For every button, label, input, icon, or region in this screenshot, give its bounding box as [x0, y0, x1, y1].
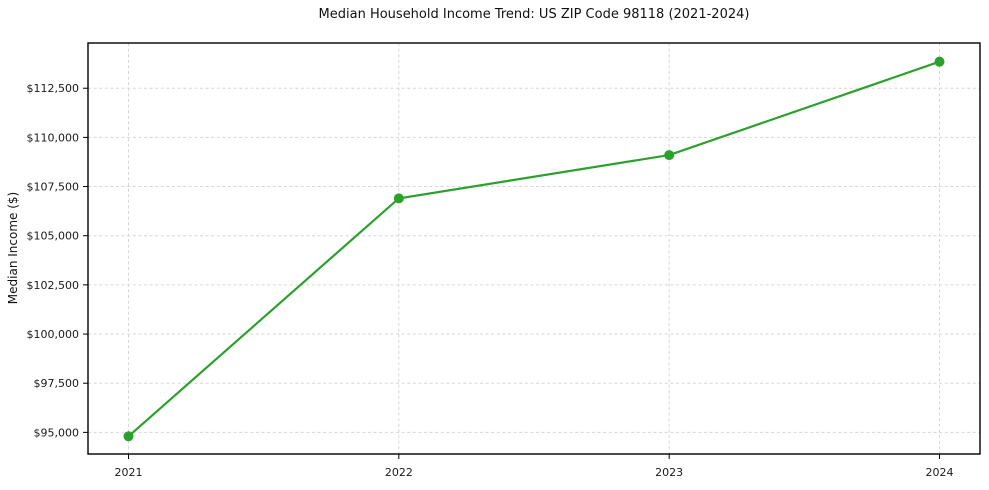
y-tick-label: $97,500 — [34, 377, 80, 390]
plot-border — [87, 42, 981, 455]
x-tick-label: 2024 — [926, 466, 954, 479]
data-point — [123, 431, 134, 442]
y-tick-label: $95,000 — [34, 426, 80, 439]
x-tick-label: 2022 — [385, 466, 413, 479]
y-tick-label: $100,000 — [27, 328, 80, 341]
data-point — [393, 193, 404, 204]
chart-title: Median Household Income Trend: US ZIP Co… — [318, 7, 750, 22]
y-axis-label: Median Income ($) — [6, 191, 20, 305]
y-tick-label: $107,500 — [27, 181, 80, 194]
x-tick-label: 2023 — [655, 466, 683, 479]
trend-line — [127, 60, 941, 438]
y-tick-label: $105,000 — [27, 230, 80, 243]
data-point — [664, 150, 675, 161]
x-tick-label: 2021 — [114, 466, 142, 479]
y-tick-label: $112,500 — [27, 82, 80, 95]
y-tick-label: $110,000 — [27, 131, 80, 144]
y-tick-label: $102,500 — [27, 279, 80, 292]
data-point — [934, 56, 945, 67]
